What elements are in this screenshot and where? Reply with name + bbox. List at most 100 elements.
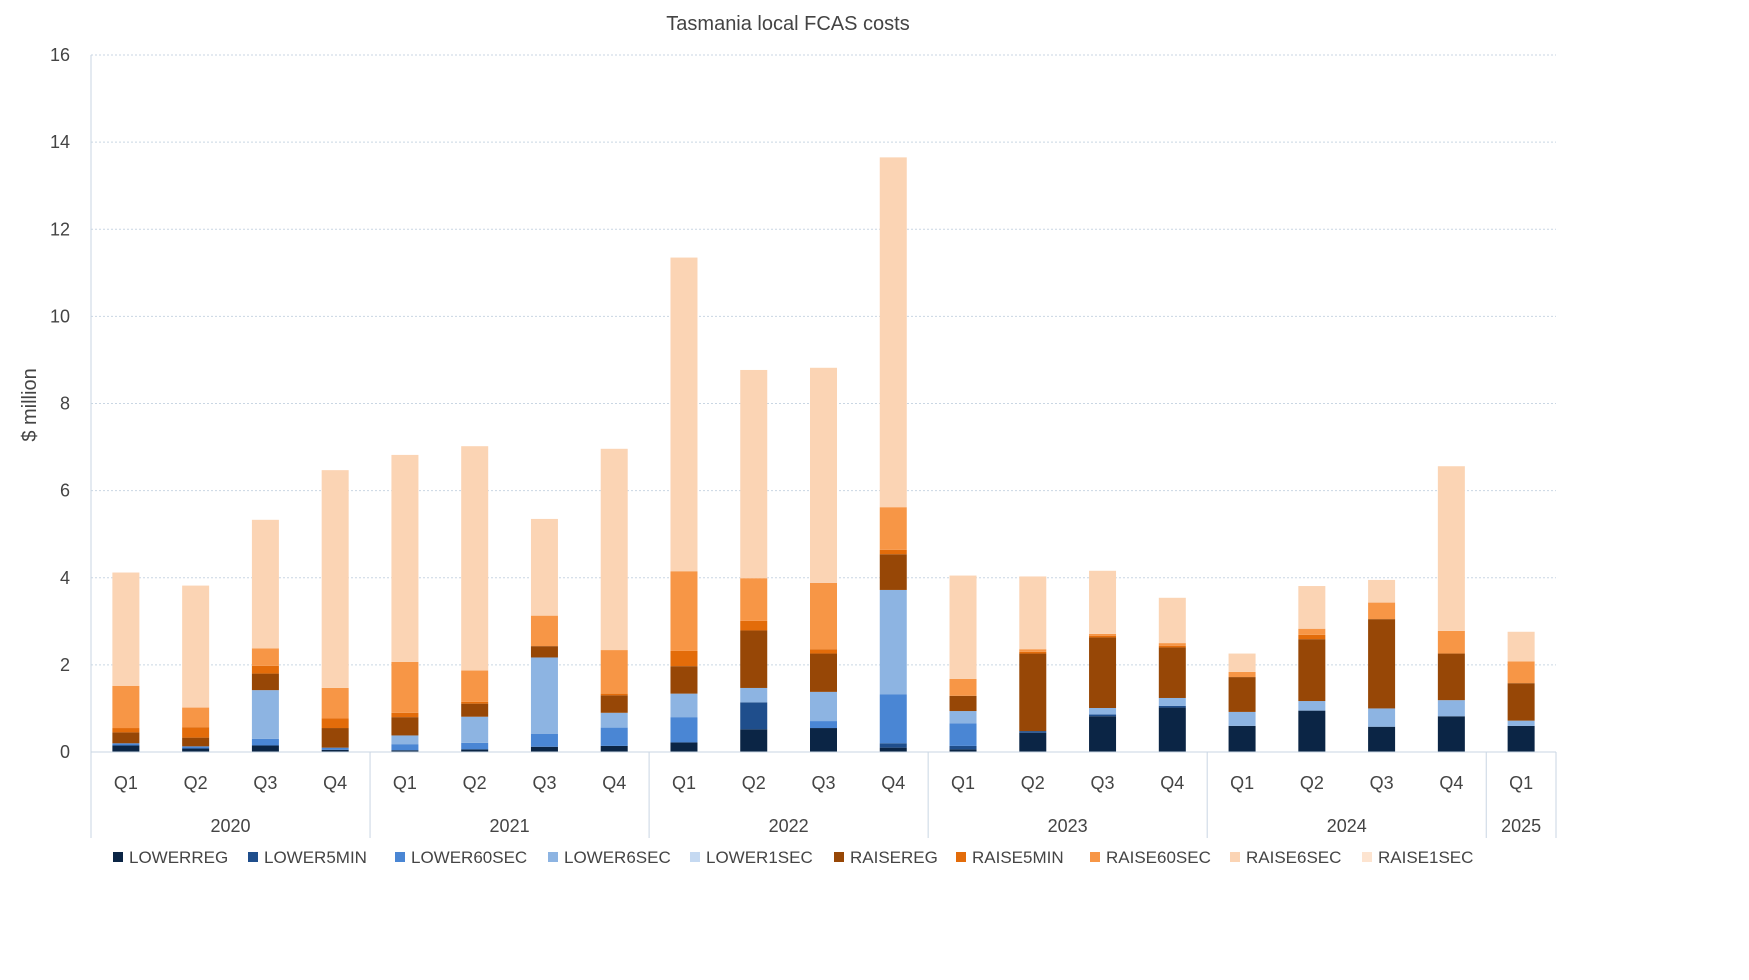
bar-segment xyxy=(600,695,628,713)
bar-segment xyxy=(670,650,698,667)
bar-segment xyxy=(740,702,768,730)
bar-segment xyxy=(1228,711,1256,726)
x-axis: Q1 Q2 Q3 Q4 Q1 Q2 Q3 Q4 Q1 Q2 Q3 Q4 Q1 Q2 Q3 Q4 Q1 Q2 Q3 Q4… xyxy=(90,55,1557,838)
bar-segment xyxy=(251,745,279,752)
x-tick-label: Q1 xyxy=(1230,773,1254,793)
x-tick-label: Q4 xyxy=(602,773,626,793)
legend-label: RAISE1SEC xyxy=(1378,848,1473,867)
bar-segment xyxy=(879,589,907,695)
bar-segment xyxy=(1298,634,1326,640)
x-tick-label: Q1 xyxy=(114,773,138,793)
bar-segment xyxy=(1019,651,1047,654)
bar-segment xyxy=(112,745,140,752)
bar-segment xyxy=(391,717,419,736)
bar-segment xyxy=(810,653,837,692)
bar-segment xyxy=(530,733,558,747)
x-tick-label: Q2 xyxy=(1300,773,1324,793)
bar-segment xyxy=(461,670,489,702)
bar-segment xyxy=(251,519,279,649)
x-tick-label: Q2 xyxy=(1021,773,1045,793)
legend-label: RAISE6SEC xyxy=(1246,848,1341,867)
bar-segment xyxy=(1158,697,1186,706)
bar-segment xyxy=(530,657,558,734)
bar-segment xyxy=(321,749,349,752)
bar-segment xyxy=(600,745,628,752)
bar-segment xyxy=(949,575,977,679)
x-group-label: 2024 xyxy=(1327,816,1367,836)
legend-swatch xyxy=(548,852,558,862)
bar-segment xyxy=(670,257,698,572)
bar-segment xyxy=(740,369,768,579)
bar-segment xyxy=(182,707,210,728)
bar-segment xyxy=(810,728,837,752)
x-tick-label: Q2 xyxy=(184,773,208,793)
bar-segment xyxy=(810,367,837,583)
x-tick-label: Q4 xyxy=(881,773,905,793)
bar-segment xyxy=(810,721,837,729)
bar-segment xyxy=(461,446,489,671)
bar-segment xyxy=(1089,708,1117,715)
bar-segment xyxy=(1019,731,1047,733)
x-tick-label: Q1 xyxy=(951,773,975,793)
legend-swatch xyxy=(834,852,844,862)
y-tick-label: 16 xyxy=(50,45,70,65)
bar-segment xyxy=(461,749,489,752)
x-tick-label: Q4 xyxy=(1160,773,1184,793)
bar-segment xyxy=(879,747,907,752)
bar-segment xyxy=(879,694,907,744)
bar-segment xyxy=(949,695,977,712)
y-axis-title: $ million xyxy=(19,368,41,441)
y-tick-label: 4 xyxy=(60,568,70,588)
bar-segment xyxy=(1437,716,1465,752)
bar-segment xyxy=(1298,639,1326,702)
bar-segment xyxy=(321,728,349,748)
bar-segment xyxy=(600,693,628,696)
bar-segment xyxy=(810,582,837,650)
legend-swatch xyxy=(113,852,123,862)
bar-segment xyxy=(321,687,349,719)
bar-segment xyxy=(182,727,210,738)
legend-swatch xyxy=(1230,852,1240,862)
bar-segment xyxy=(1158,643,1186,646)
bar-segment xyxy=(112,743,140,746)
bar-segment xyxy=(391,661,419,713)
legend-label: RAISE60SEC xyxy=(1106,848,1211,867)
bar-segment xyxy=(1019,653,1047,732)
bar-segment xyxy=(321,718,349,729)
bar-segment xyxy=(740,620,768,631)
bar-segment xyxy=(600,448,628,651)
y-tick-label: 14 xyxy=(50,132,70,152)
bar-segment xyxy=(670,666,698,694)
bar-segment xyxy=(810,649,837,654)
bar-segment xyxy=(391,750,419,752)
bar-segment xyxy=(112,732,140,744)
y-tick-label: 0 xyxy=(60,742,70,762)
x-tick-label: Q4 xyxy=(323,773,347,793)
legend: LOWERREG LOWER5MIN LOWER60SEC LOWER6SEC LOWE… xyxy=(113,848,1473,867)
bar-segment xyxy=(1228,677,1256,712)
bar-segment xyxy=(1228,725,1256,752)
bar-segment xyxy=(321,470,349,688)
bar-segment xyxy=(112,685,140,729)
legend-label: LOWERREG xyxy=(129,848,228,867)
legend-label: LOWER1SEC xyxy=(706,848,813,867)
bar-segment xyxy=(1228,653,1256,672)
x-group-label: 2022 xyxy=(769,816,809,836)
bar-segment xyxy=(461,703,489,717)
bar-segment xyxy=(949,749,977,752)
bar-segment xyxy=(1019,732,1047,752)
bar-segment xyxy=(530,646,558,658)
x-tick-label: Q4 xyxy=(1439,773,1463,793)
bar-segment xyxy=(1368,726,1396,752)
bar-segment xyxy=(879,507,907,550)
bar-segment xyxy=(391,712,419,718)
bar-segment xyxy=(461,716,489,743)
bar-segment xyxy=(740,729,768,752)
x-tick-label: Q3 xyxy=(532,773,556,793)
bar-segment xyxy=(391,744,419,751)
bar-segment xyxy=(740,630,768,688)
bar-segment xyxy=(1158,647,1186,698)
bar-segment xyxy=(1019,576,1047,650)
